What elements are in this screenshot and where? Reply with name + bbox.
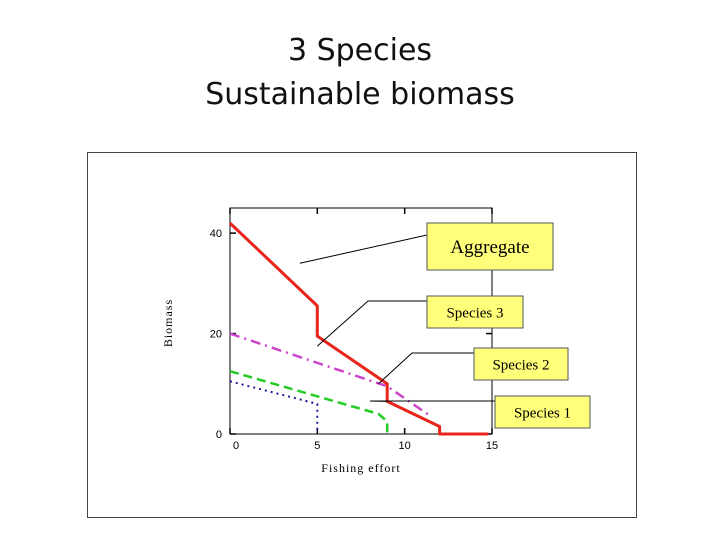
x-tick-label: 0 — [233, 440, 239, 452]
callout-label-species-3: Species 3 — [446, 305, 503, 321]
y-axis-label: Biomass — [161, 299, 175, 347]
callout-label-species-1: Species 1 — [514, 405, 571, 421]
x-axis-label: Fishing effort — [321, 461, 400, 475]
y-tick-label: 20 — [210, 329, 222, 341]
chart-frame — [87, 152, 637, 518]
callout-box-species-2 — [473, 347, 569, 381]
series-line-species-1 — [229, 380, 319, 434]
callout-leader-species-2 — [378, 352, 474, 385]
slide-title-line1: 3 Species — [287, 33, 433, 68]
x-tick-label: 15 — [486, 440, 498, 452]
callout-leader-aggregate — [299, 234, 428, 264]
slide-title-line2: Sustainable biomass — [205, 77, 515, 112]
callout-box-aggregate — [426, 222, 554, 271]
y-tick-label: 40 — [210, 228, 222, 240]
callout-box-species-3 — [426, 295, 524, 329]
callout-label-species-2: Species 2 — [492, 357, 549, 373]
callout-box-species-1 — [494, 395, 591, 429]
callout-leader-species-3 — [317, 300, 427, 347]
x-tick-label: 10 — [399, 440, 411, 452]
x-tick-label: 5 — [314, 440, 320, 452]
series-line-species-2 — [229, 369, 389, 434]
series-line-aggregate — [228, 222, 489, 436]
series-line-species-3 — [229, 332, 432, 418]
y-tick-label: 0 — [216, 429, 222, 441]
callout-label-aggregate: Aggregate — [450, 237, 529, 258]
